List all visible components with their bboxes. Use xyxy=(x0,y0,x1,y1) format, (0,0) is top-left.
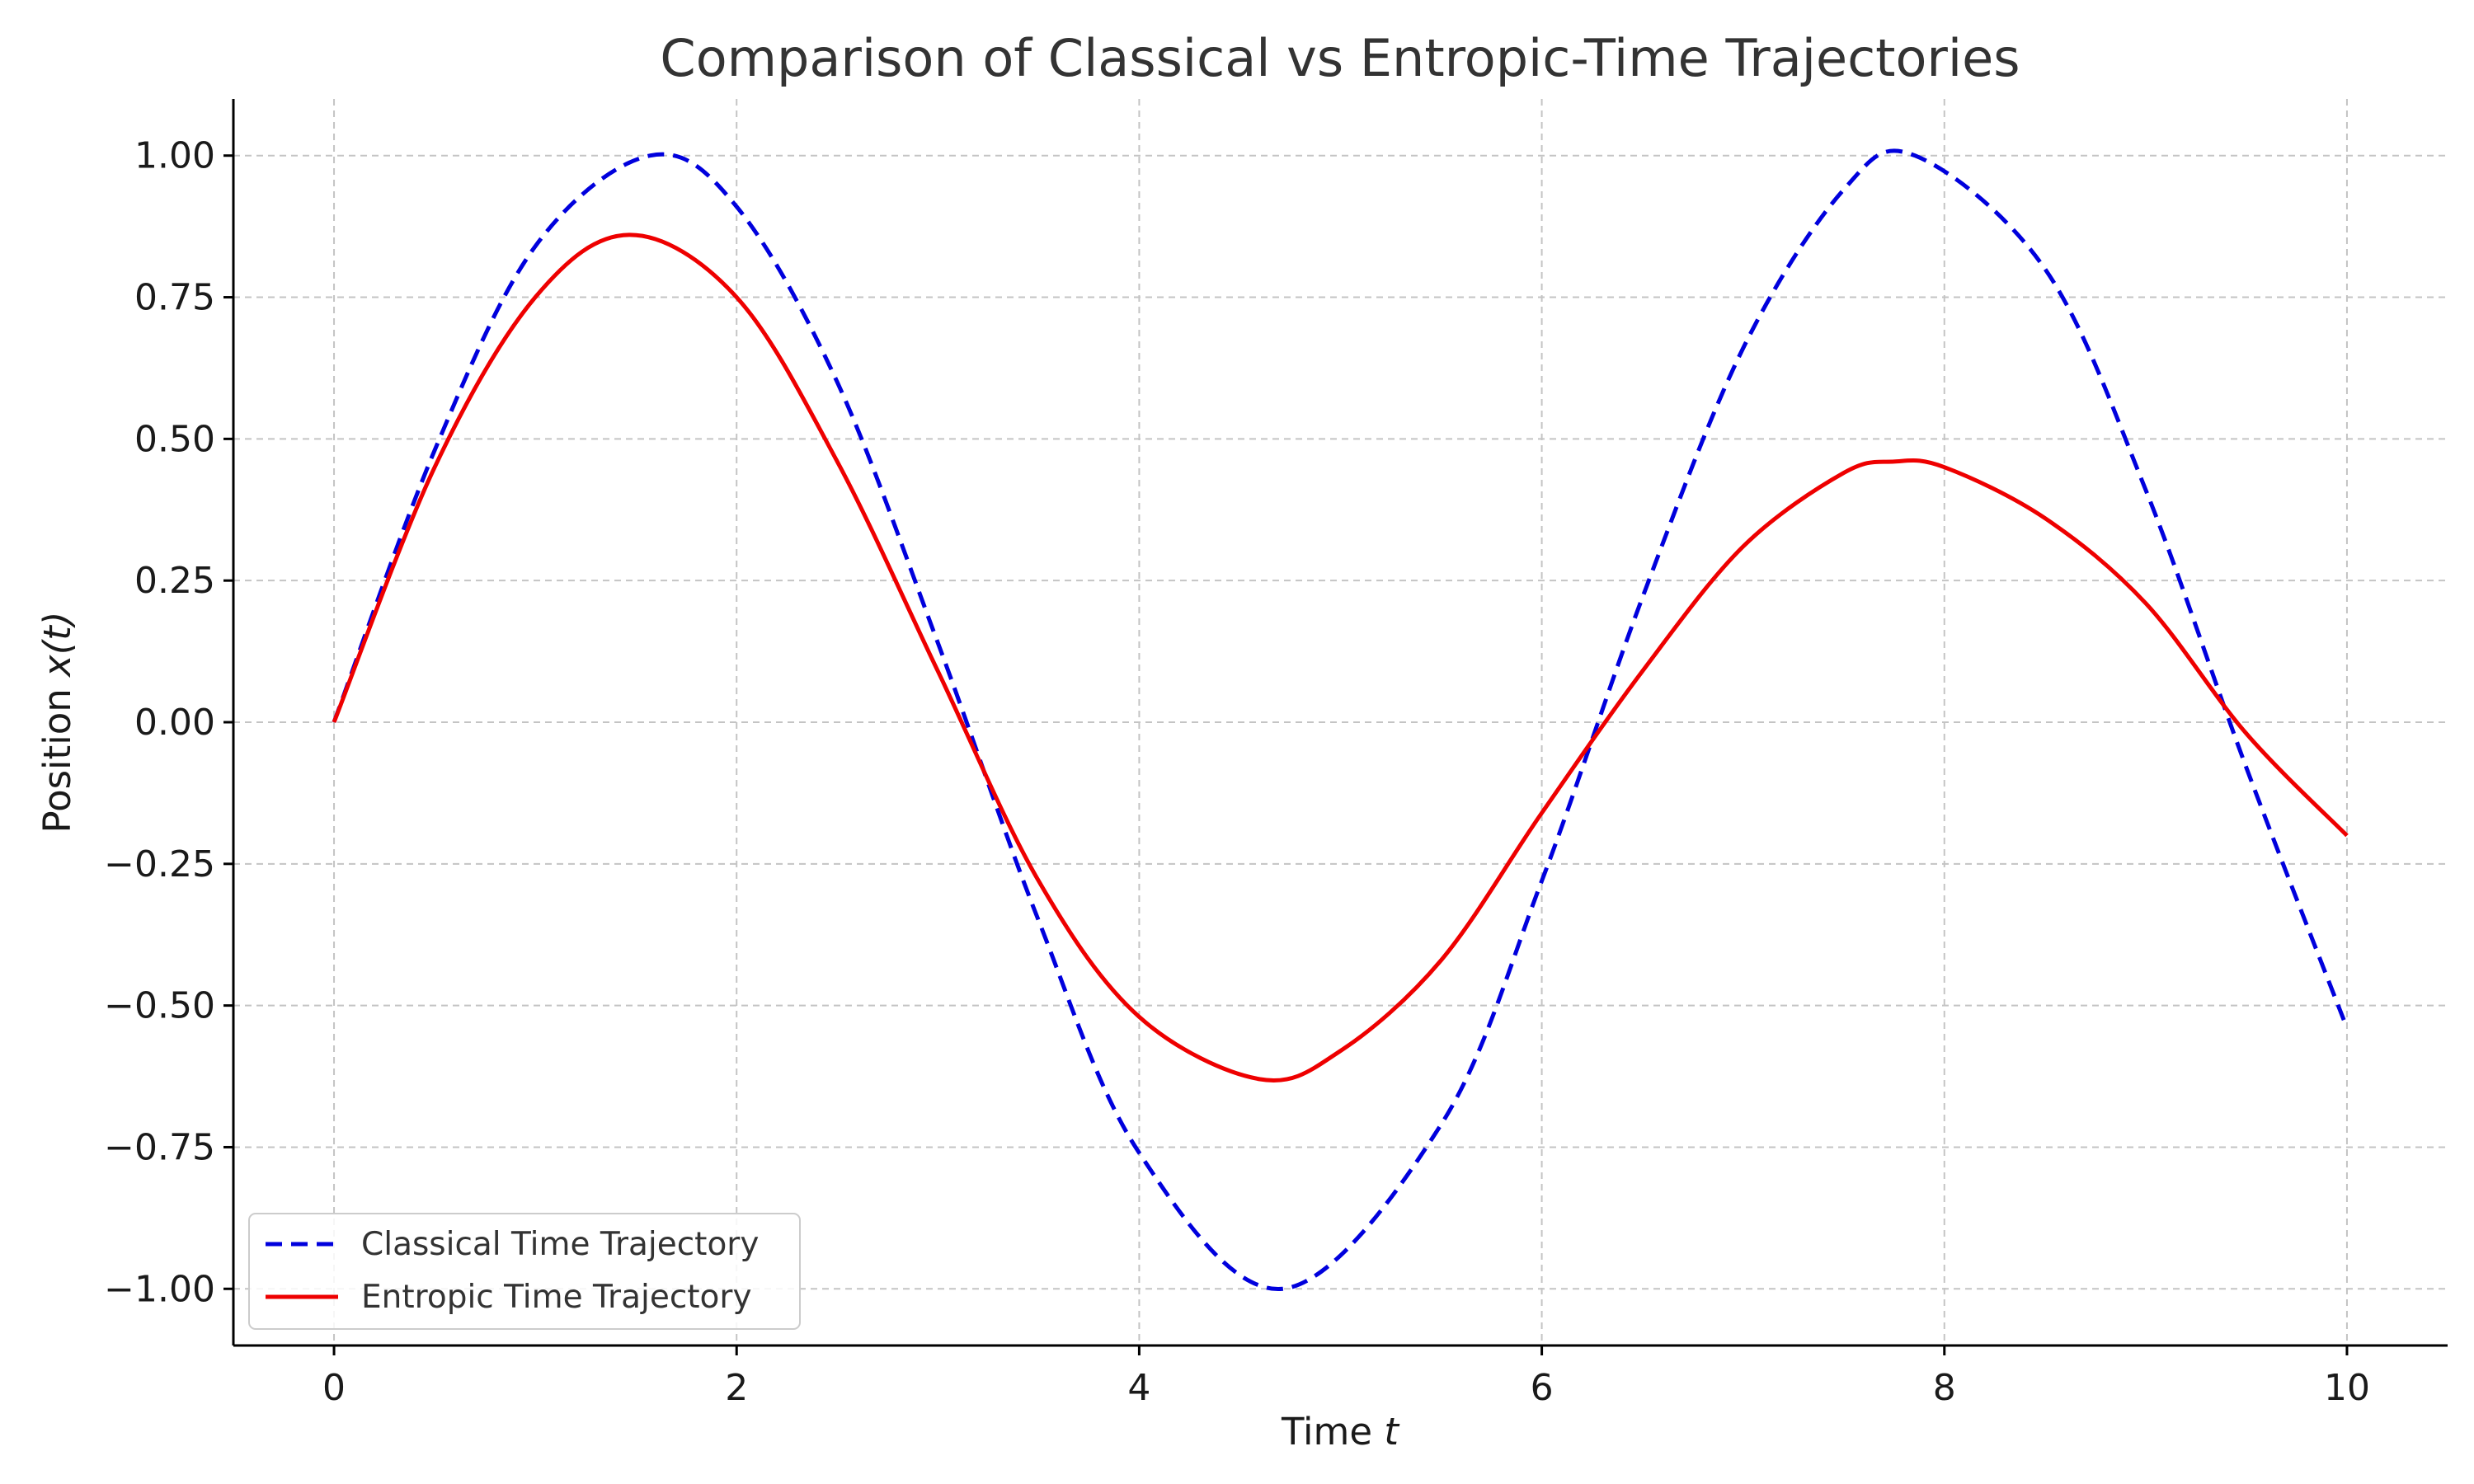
x-axis-label: Time t xyxy=(1281,1410,1400,1453)
x-ticks: 0 2 4 6 8 10 xyxy=(322,1345,2370,1409)
grid xyxy=(233,99,2448,1345)
y-tick-label: 0.00 xyxy=(134,702,215,744)
legend-box xyxy=(248,1213,801,1330)
x-tick-label: 0 xyxy=(322,1367,346,1409)
y-axis-label: Position x(t) xyxy=(35,612,79,834)
legend: Classical Time Trajectory Entropic Time … xyxy=(248,1213,801,1330)
x-tick-label: 2 xyxy=(725,1367,748,1409)
y-tick-label: −0.25 xyxy=(104,843,215,885)
x-tick-label: 8 xyxy=(1933,1367,1956,1409)
chart-title: Comparison of Classical vs Entropic-Time… xyxy=(660,28,2020,88)
y-tick-label: 0.25 xyxy=(134,560,215,602)
y-tick-label: −0.75 xyxy=(104,1126,215,1168)
y-tick-label: −1.00 xyxy=(104,1268,215,1310)
y-tick-label: 1.00 xyxy=(134,135,215,177)
series-layer xyxy=(332,148,2349,1291)
y-tick-label: 0.75 xyxy=(134,277,215,319)
x-axis-label-text: Time xyxy=(1281,1410,1372,1453)
x-tick-label: 10 xyxy=(2324,1367,2370,1409)
series-line-classical xyxy=(332,148,2349,1291)
x-axis-label-variable: t xyxy=(1384,1410,1400,1453)
y-axis-label-variable: x(t) xyxy=(35,612,79,679)
legend-label-entropic: Entropic Time Trajectory xyxy=(361,1279,752,1316)
y-tick-label: 0.50 xyxy=(134,418,215,460)
y-axis-label-text: Position xyxy=(35,688,79,833)
y-tick-label: −0.50 xyxy=(104,985,215,1027)
legend-label-classical: Classical Time Trajectory xyxy=(361,1226,759,1263)
y-ticks: 1.00 0.75 0.50 0.25 0.00 −0.25 −0.50 −0.75 −1.00 xyxy=(104,135,233,1310)
series-line-entropic xyxy=(332,232,2349,1082)
x-tick-label: 4 xyxy=(1127,1367,1150,1409)
x-tick-label: 6 xyxy=(1531,1367,1554,1409)
